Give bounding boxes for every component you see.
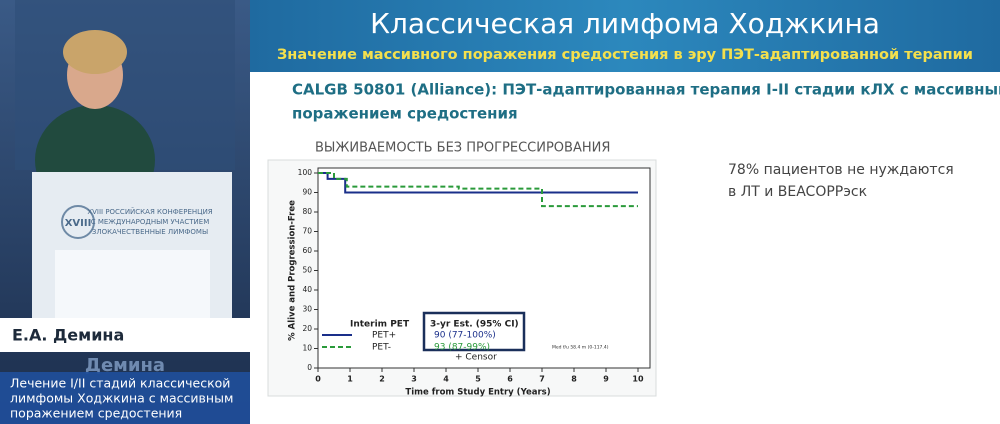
chart-title: ВЫЖИВАЕМОСТЬ БЕЗ ПРОГРЕССИРОВАНИЯ [315,141,610,156]
caption: поражением средостения [10,406,182,421]
y-tick-label: 50 [302,266,312,275]
y-tick-label: 70 [302,227,312,236]
podium-text: ЗЛОКАЧЕСТВЕННЫЕ ЛИМФОМЫ [92,228,208,236]
y-tick-label: 100 [298,168,313,177]
y-tick-label: 80 [302,207,312,216]
y-axis-label: % Alive and Progression-Free [288,200,298,341]
legend-label: PET- [372,343,391,353]
estimate-title: 3-yr Est. (95% CI) [430,320,519,330]
note: 78% пациентов не нуждаются [728,162,954,178]
y-tick-label: 20 [302,324,312,333]
podium-panel [55,250,210,320]
censor-label: + Censor [455,353,497,363]
podium-logo: XVIII [65,218,92,229]
y-tick-label: 40 [302,285,312,294]
name-box [0,318,250,352]
estimate: 93 (87-99%) [434,343,490,353]
x-tick-label: 10 [632,375,644,384]
x-tick-label: 1 [347,375,353,384]
podium-text: С МЕЖДУНАРОДНЫМ УЧАСТИЕМ [91,218,210,226]
y-tick-label: 60 [302,246,312,255]
km-curve [318,172,638,208]
caption: лимфомы Ходжкина с массивным [10,391,233,406]
caption: Лечение I/II стадий классической [10,376,230,391]
x-tick-label: 7 [539,375,545,384]
x-tick-label: 8 [571,375,577,384]
x-axis-label: Time from Study Entry (Years) [405,388,550,398]
plot-area [317,167,651,369]
x-tick-label: 3 [411,375,417,384]
slide-header [250,0,1000,72]
slide-heading: CALGB 50801 (Alliance): ПЭТ-адаптированн… [292,81,1000,99]
y-tick-label: 30 [302,305,312,314]
estimate-box [422,311,526,352]
y-tick-label: 0 [307,363,312,372]
legend-title: Interim PET [350,320,410,330]
note: в ЛТ и BEACOPPэск [728,184,867,200]
caption-bar [0,372,250,424]
slide-title: Классическая лимфома Ходжкина [370,7,880,40]
speaker-name-behind: Демина [85,355,165,376]
x-tick-label: 6 [507,375,513,384]
legend-label: PET+ [372,331,396,341]
x-tick-label: 2 [379,375,385,384]
slide-heading: поражением средостения [292,105,518,123]
footnote: Med f/u 58.4 m (0-117.4) [552,345,609,351]
estimate: 90 (77-100%) [434,331,496,341]
x-tick-label: 0 [315,375,321,384]
y-tick-label: 10 [302,344,312,353]
x-tick-label: 5 [475,375,481,384]
x-tick-label: 9 [603,375,609,384]
speaker-name: Е.А. Демина [12,326,124,345]
slide-subtitle: Значение массивного поражения средостени… [277,47,973,63]
speaker-hair [63,30,127,74]
y-tick-label: 90 [302,188,312,197]
podium-text: XVIII РОССИЙСКАЯ КОНФЕРЕНЦИЯ [87,207,212,216]
logo-ring [61,205,95,239]
x-tick-label: 4 [443,375,449,384]
